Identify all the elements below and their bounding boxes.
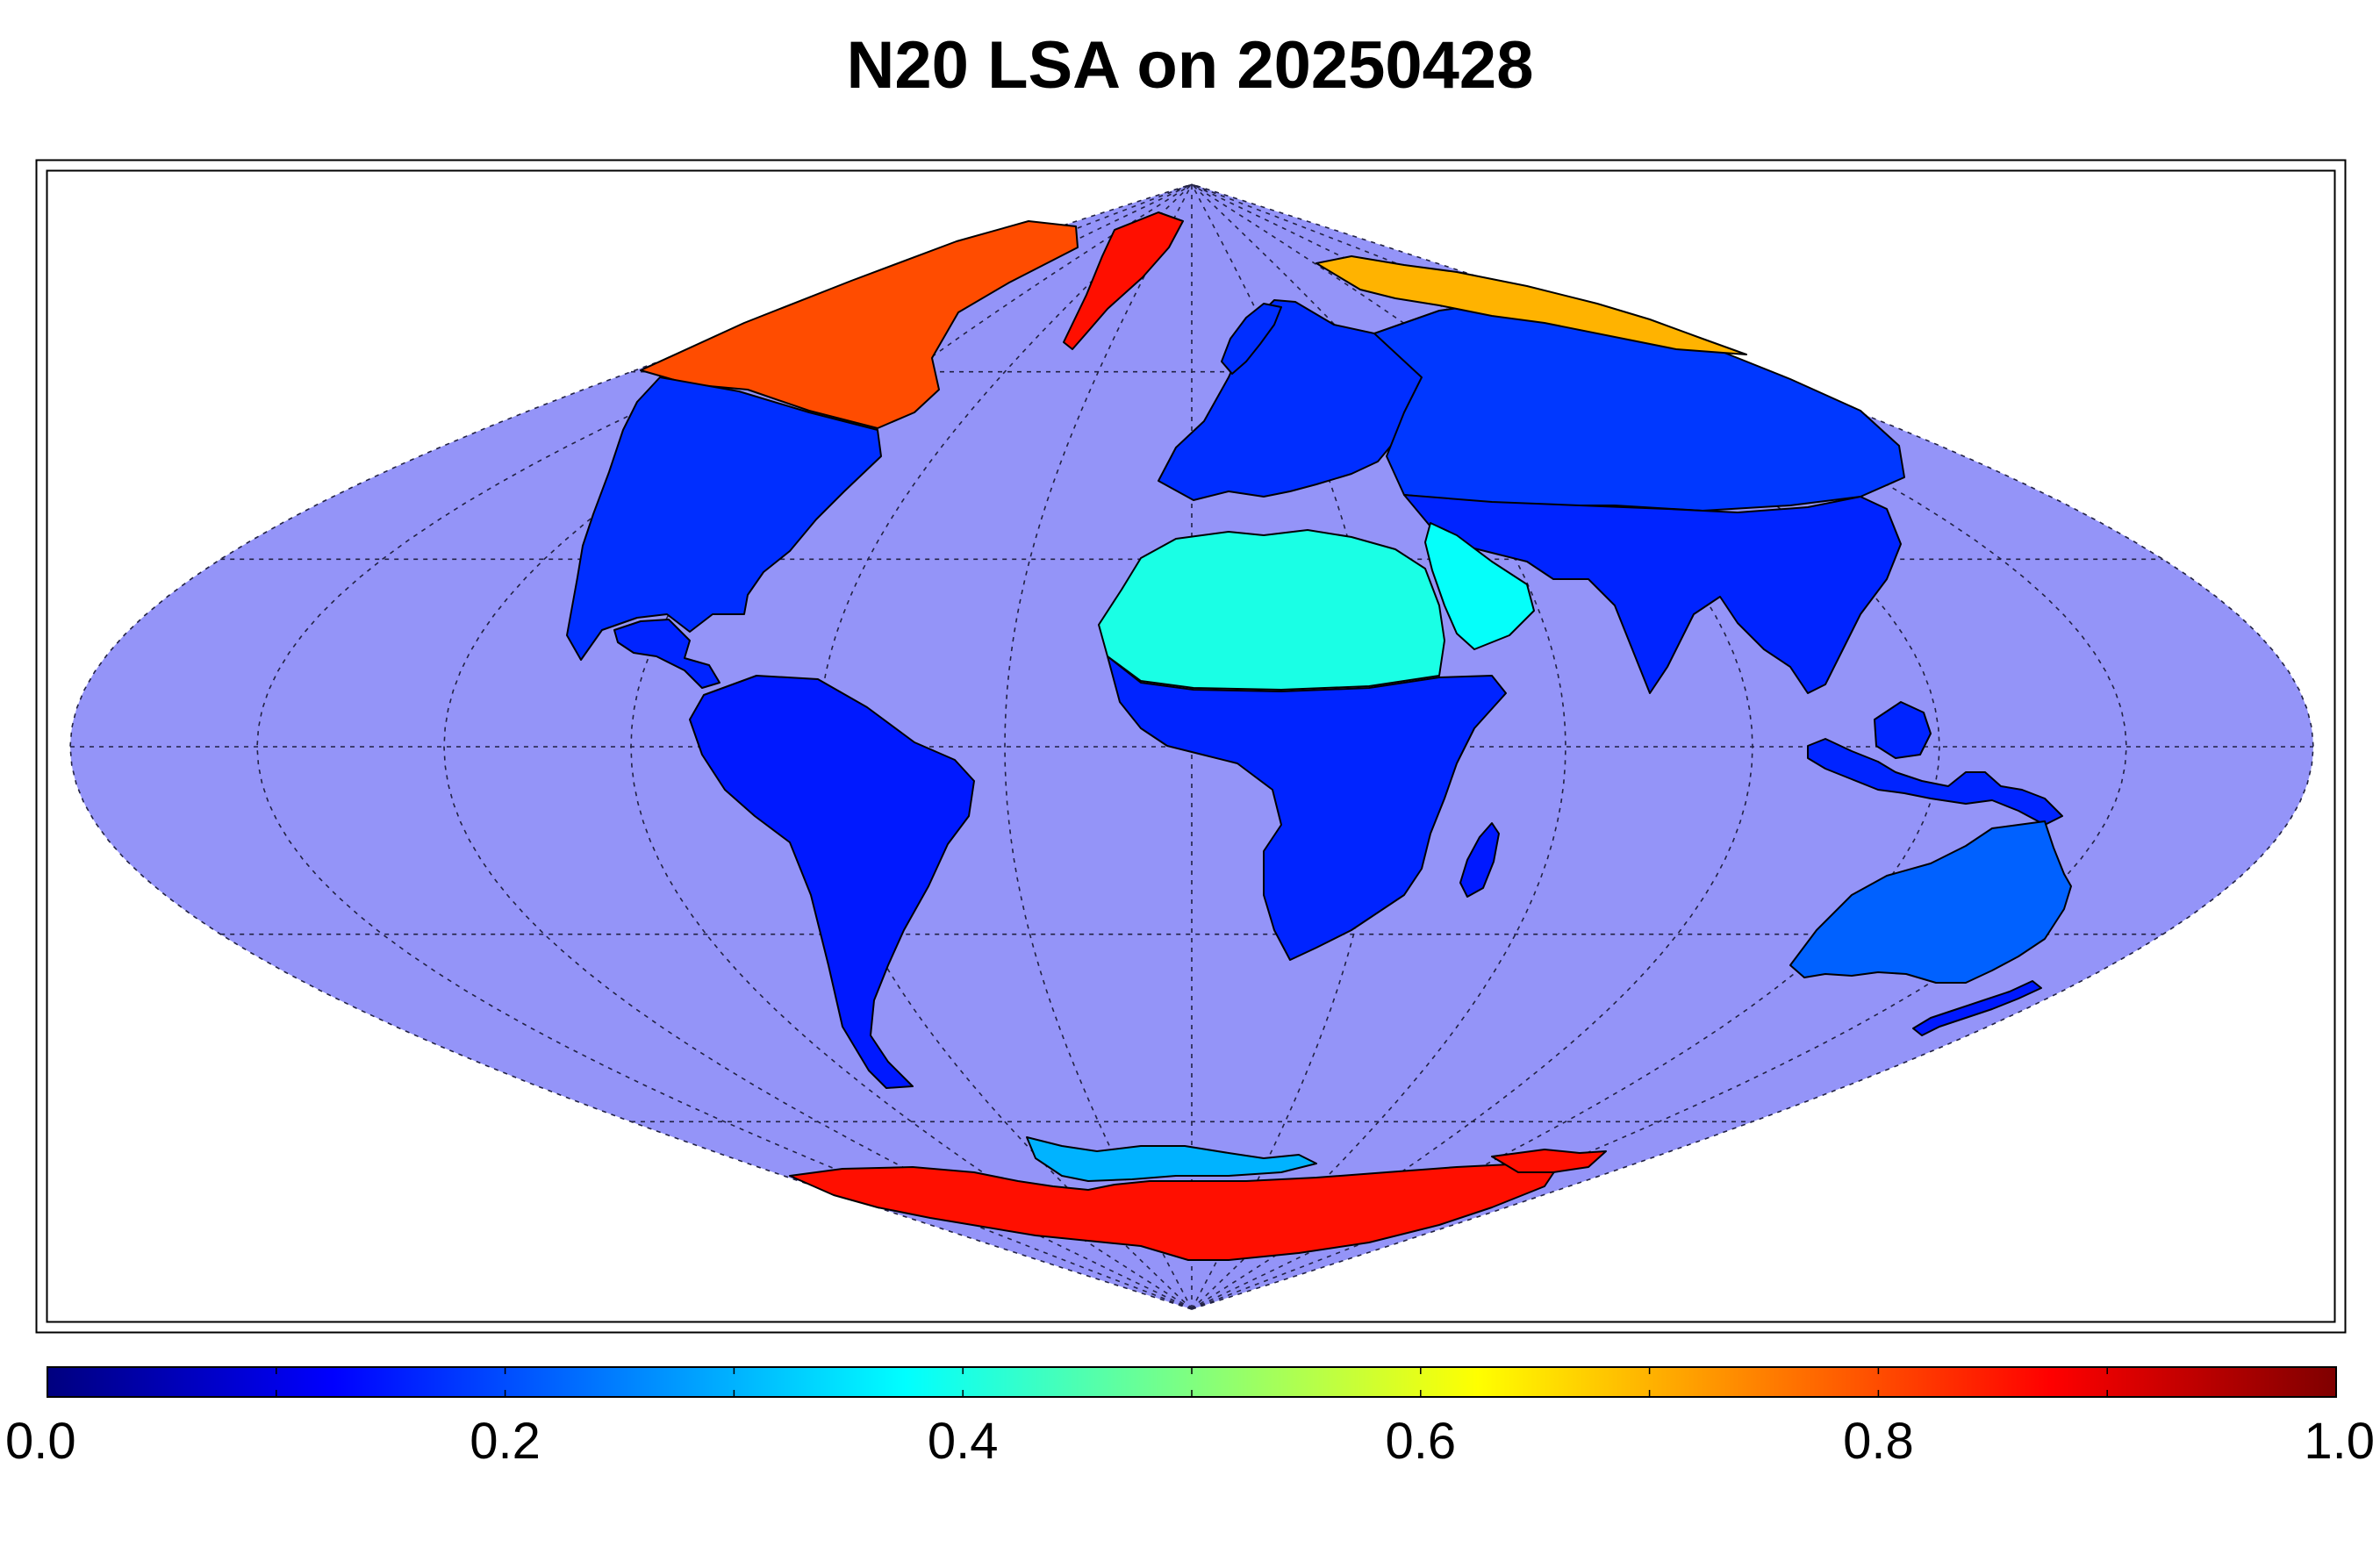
land-australia (1789, 820, 2072, 984)
land-arctic-canada (640, 220, 1079, 429)
colorbar-tick-label: 0.0 (5, 1413, 76, 1470)
colorbar-ticks (47, 1367, 2337, 1397)
land-scandinavia (1221, 303, 1282, 375)
colorbar-tick-label: 0.6 (1385, 1413, 1457, 1470)
land-greenland (1063, 211, 1184, 350)
land-south-america (689, 675, 975, 1089)
colorbar-tick-label: 0.8 (1843, 1413, 1914, 1470)
meridian-line (1004, 183, 1193, 1310)
land-siberia-snow (1315, 255, 1747, 355)
land-indonesia (1807, 738, 2063, 826)
land-antarctic-peninsula (1026, 1136, 1317, 1182)
map-title: N20 LSA on 20250428 (846, 28, 1534, 103)
map-frame-outer (35, 159, 2347, 1334)
land-new-zealand (1912, 980, 2042, 1036)
land-madagascar (1459, 822, 1500, 898)
meridian-line (443, 183, 1193, 1310)
meridian-line (69, 183, 1193, 1310)
colorbar-tick-label: 0.2 (470, 1413, 541, 1470)
land-africa (1107, 655, 1507, 961)
map-frame-inner (46, 169, 2336, 1323)
land-surfaces (566, 211, 2072, 1261)
land-asia (1403, 494, 1902, 694)
land-sahara (1098, 529, 1445, 691)
land-north-america (566, 376, 882, 661)
land-arabia (1424, 522, 1535, 650)
colorbar-tick-label: 0.4 (927, 1413, 999, 1470)
meridian-line (817, 183, 1193, 1310)
meridian-line (1191, 183, 2127, 1310)
colorbar-tick-label: 1.0 (2304, 1413, 2375, 1470)
meridian-line (1191, 183, 1940, 1310)
land-antarctic-west-rim (1491, 1149, 1607, 1173)
land-central-america (613, 619, 720, 689)
land-borneo-sulawesi (1874, 701, 1932, 759)
meridian-line (1191, 183, 2314, 1310)
meridian-line (256, 183, 1193, 1310)
